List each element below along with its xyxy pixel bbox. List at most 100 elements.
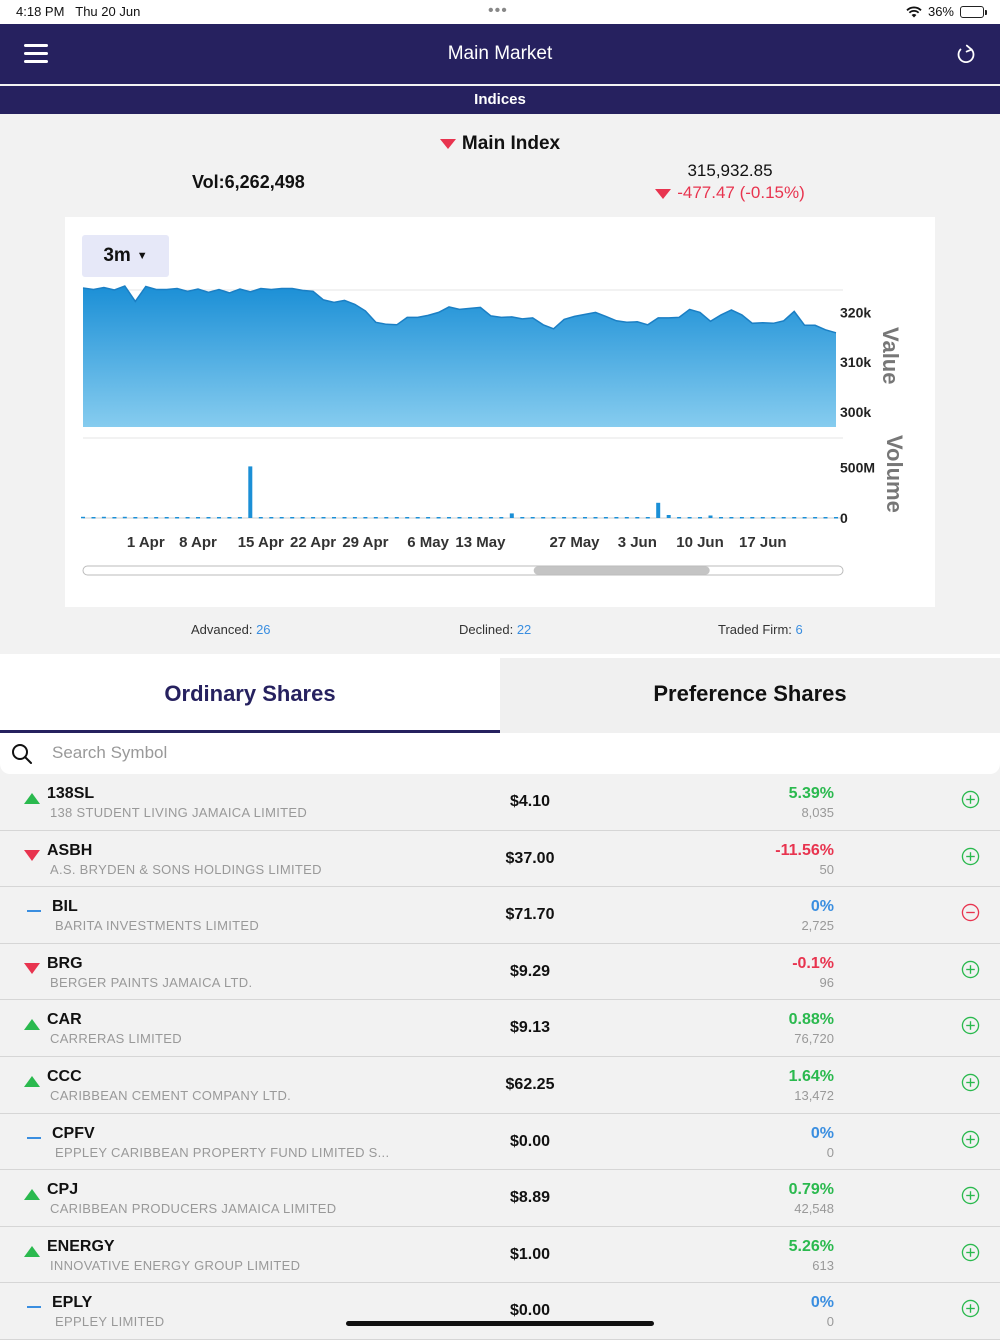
search-input[interactable]: [52, 739, 652, 767]
add-watchlist-icon[interactable]: [961, 790, 980, 809]
volume-bar: [258, 517, 263, 519]
stock-symbol: EPLY: [52, 1294, 93, 1312]
volume-bar: [373, 517, 378, 519]
stock-symbol: 138SL: [47, 785, 95, 802]
volume-bar: [603, 517, 608, 519]
x-tick-label: 10 Jun: [676, 534, 724, 551]
battery-percent: 36%: [927, 4, 954, 19]
hamburger-menu-icon[interactable]: [24, 44, 48, 64]
stock-volume: 8,035: [801, 805, 834, 820]
remove-watchlist-icon[interactable]: [961, 903, 980, 922]
stock-change: 0%: [810, 898, 834, 916]
value-tick-label: 300k: [840, 404, 871, 420]
stock-volume: 2,725: [801, 918, 834, 934]
chart-scrollbar-thumb[interactable]: [533, 566, 710, 575]
volume-bar: [572, 517, 577, 519]
volume-bar: [551, 517, 556, 519]
volume-axis-title: Volume: [882, 435, 907, 513]
volume-bar: [237, 517, 242, 519]
chart-canvas[interactable]: 320k 310k 300k Value 500M 0 Volume 1 Apr 8 Apr 15…: [65, 217, 935, 607]
home-indicator[interactable]: [346, 1321, 654, 1326]
value-axis-title: Value: [878, 327, 903, 384]
volume-bar: [363, 517, 368, 519]
add-watchlist-icon[interactable]: [961, 960, 980, 979]
section-header-indices: Indices: [0, 86, 1000, 114]
wifi-icon: [906, 6, 922, 17]
multitask-dots-icon[interactable]: •••: [488, 2, 508, 19]
stock-volume: 13,472: [794, 1087, 834, 1103]
stock-change: 0.88%: [788, 1011, 834, 1029]
volume-bar: [279, 517, 284, 519]
volume-bar: [457, 517, 462, 519]
stock-name: BARITA INVESTMENTS LIMITED: [55, 918, 260, 934]
stock-change: -11.56%: [775, 841, 834, 859]
index-chart[interactable]: 320k 310k 300k Value 500M 0 Volume 1 Apr 8 Apr 15…: [65, 217, 935, 607]
stock-change: 0%: [810, 1124, 834, 1142]
tab-ordinary-shares[interactable]: Ordinary Shares: [0, 654, 500, 733]
index-name[interactable]: Main Index: [0, 133, 1000, 155]
volume-bar: [394, 517, 399, 519]
stock-price: $62.25: [505, 1075, 555, 1093]
value-line: [82, 285, 837, 334]
stock-name: CARIBBEAN PRODUCERS JAMAICA LIMITED: [50, 1201, 337, 1217]
volume-bar: [530, 517, 535, 519]
volume-bar: [112, 517, 117, 519]
stock-row[interactable]: CPJ CARIBBEAN PRODUCERS JAMAICA LIMITED $8…: [0, 1170, 1000, 1227]
volume-bar: [248, 466, 253, 518]
add-watchlist-icon[interactable]: [961, 1186, 980, 1205]
volume-bar: [656, 502, 661, 518]
add-watchlist-icon[interactable]: [961, 1243, 980, 1262]
volume-bar: [583, 517, 587, 519]
add-watchlist-icon[interactable]: [961, 1299, 980, 1318]
volume-bar: [468, 517, 472, 519]
value-area: [83, 286, 836, 427]
stock-row[interactable]: BRG BERGER PAINTS JAMAICA LTD. $9.29 -0.1% 9…: [0, 943, 1000, 1001]
stat-declined: Declined: 22: [459, 622, 532, 637]
volume-bar: [708, 515, 713, 518]
add-watchlist-icon[interactable]: [961, 1073, 980, 1092]
stock-row[interactable]: CAR CARRERAS LIMITED $9.13 0.88% 76,720: [0, 1000, 1000, 1057]
tab-preference-shares[interactable]: Preference Shares: [500, 654, 1000, 733]
status-bar: 4:18 PM Thu 20 Jun ••• 36%: [0, 0, 1000, 24]
volume-bar: [290, 517, 295, 519]
stock-row[interactable]: ENERGY INNOVATIVE ENERGY GROUP LIMITED $1.…: [0, 1226, 1000, 1284]
stock-symbol: CCC: [47, 1067, 82, 1085]
x-tick-label: 1 Apr: [127, 534, 165, 551]
refresh-icon[interactable]: [954, 42, 978, 66]
volume-bar: [217, 517, 221, 519]
stock-change: 0.79%: [788, 1181, 834, 1199]
x-tick-label: 6 May: [407, 534, 449, 551]
add-watchlist-icon[interactable]: [961, 847, 980, 866]
stock-row[interactable]: BIL BARITA INVESTMENTS LIMITED $71.70 0% 2,7…: [0, 887, 1000, 944]
volume-bar: [499, 517, 504, 519]
volume-tick-label: 0: [840, 510, 848, 526]
volume-bar: [405, 517, 410, 519]
volume-bar: [781, 517, 786, 519]
unchanged-dash-icon: [27, 1136, 41, 1139]
stock-row[interactable]: 138SL 138 STUDENT LIVING JAMAICA LIMITED $…: [0, 774, 1000, 831]
range-selector-button[interactable]: 3m ▼: [82, 235, 169, 277]
volume-bar: [227, 517, 232, 519]
stock-row[interactable]: EPLY EPPLEY LIMITED $0.00 0% 0: [0, 1283, 1000, 1340]
volume-bar: [834, 517, 838, 519]
stock-change: 5.26%: [788, 1237, 834, 1255]
stock-row[interactable]: CPFV EPPLEY CARIBBEAN PROPERTY FUND LIMIT…: [0, 1113, 1000, 1171]
volume-bar: [593, 517, 598, 519]
stock-volume: 42,548: [794, 1201, 834, 1217]
volume-bar: [321, 517, 326, 519]
stock-row[interactable]: ASBH A.S. BRYDEN & SONS HOLDINGS LIMITED $…: [0, 830, 1000, 888]
stock-row[interactable]: CCC CARIBBEAN CEMENT COMPANY LTD. $62.25 1.…: [0, 1056, 1000, 1114]
stock-price: $1.00: [509, 1245, 551, 1263]
add-watchlist-icon[interactable]: [961, 1130, 980, 1149]
stock-change: 1.64%: [788, 1067, 834, 1085]
volume-bar: [760, 517, 765, 519]
add-watchlist-icon[interactable]: [961, 1016, 980, 1035]
stock-volume: 96: [819, 974, 834, 990]
volume-bar: [813, 517, 818, 519]
volume-bar: [520, 517, 525, 519]
stock-change: 0%: [810, 1294, 834, 1312]
stat-advanced: Advanced: 26: [191, 622, 271, 637]
page-title: Main Market: [447, 43, 553, 64]
stock-symbol: BRG: [47, 954, 83, 972]
volume-bar: [509, 513, 514, 518]
